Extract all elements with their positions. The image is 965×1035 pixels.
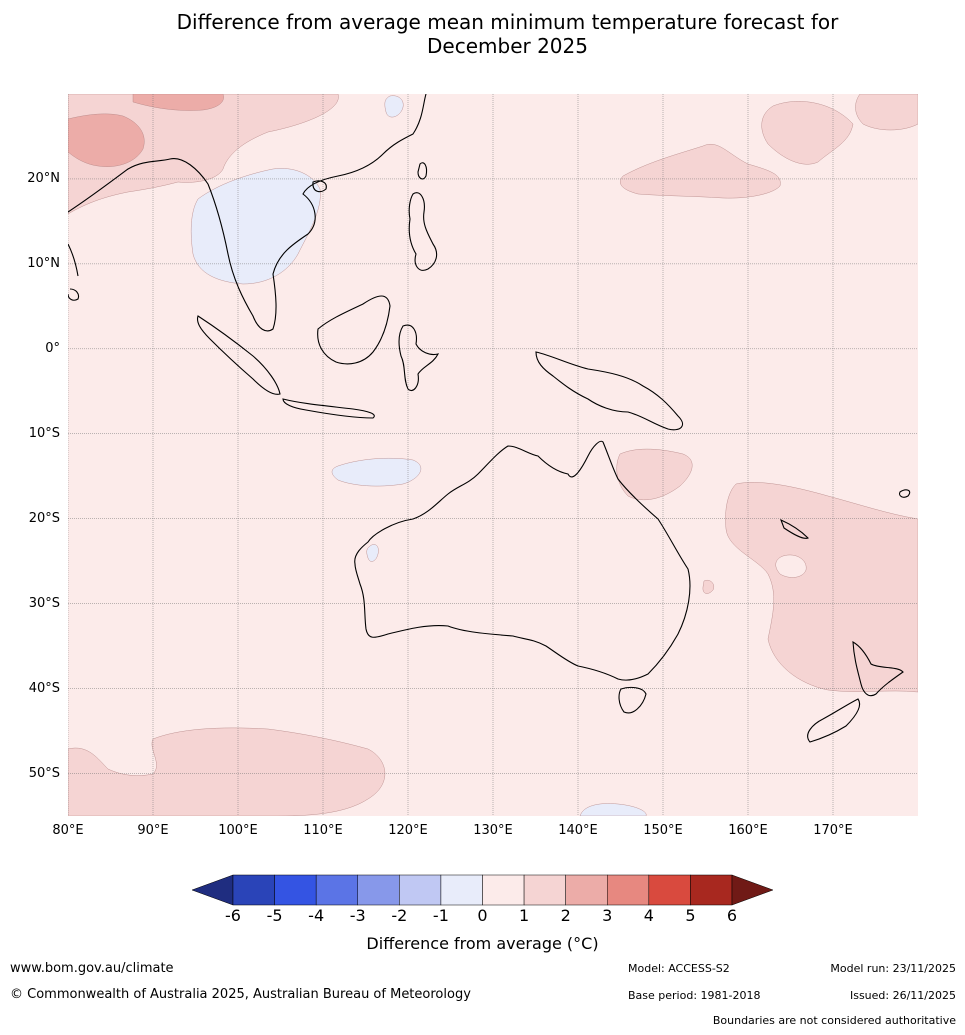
model-text: Model: ACCESS-S2 [628,962,730,975]
fiji-coastline [899,489,911,498]
new-caledonia-coastline [780,518,809,539]
anomaly-region-india-warm [68,113,145,167]
colorbar-cell [232,874,275,906]
colorbar-cell [607,874,650,906]
anomaly-region-south-china-sea-cool [384,95,404,118]
india-coastline [68,243,79,277]
anomaly-region-indian-ocean-cool-2 [366,544,379,562]
lon-label: 160°E [728,823,768,838]
base-period-text: Base period: 1981-2018 [628,989,761,1002]
new-zealand-south-coastline [807,698,861,743]
colorbar-tick: -6 [225,906,241,925]
colorbar-cell [399,874,442,906]
colorbar-cell [315,874,358,906]
colorbar-tick: -4 [308,906,325,925]
copyright-text: © Commonwealth of Australia 2025, Austra… [10,987,471,1002]
lon-label: 80°E [52,823,84,838]
anomaly-regions [68,94,918,816]
colorbar-cell [565,874,608,906]
title-line-2: December 2025 [427,34,588,58]
lon-label: 100°E [218,823,258,838]
colorbar-cell [523,874,566,906]
colorbar-tick: 1 [518,906,530,925]
sri-lanka-coastline [68,288,80,301]
sumatra-coastline [196,315,281,395]
colorbar-tick: 6 [726,906,738,925]
sulawesi-coastline [398,324,440,392]
borneo-coastline [317,295,391,365]
website-link[interactable]: www.bom.gov.au/climate [10,961,174,976]
issued-text: Issued: 26/11/2025 [849,989,956,1002]
coastlines [68,94,911,743]
lat-label: 40°S [28,680,60,696]
colorbar-tick: -3 [349,906,366,925]
colorbar-cell [357,874,400,906]
anomaly-region-south-pacific-hole [775,554,807,578]
model-run-text: Model run: 23/11/2025 [830,962,956,975]
colorbar-tick: 3 [602,906,613,925]
map-svg [68,94,918,816]
lon-label: 110°E [303,823,343,838]
asia-mainland-coastline [68,94,427,332]
lat-label: 10°S [28,425,60,441]
title-line-1: Difference from average mean minimum tem… [176,10,839,34]
colorbar-cell [482,874,525,906]
anomaly-region-coral-sea-warm [616,448,693,500]
anomaly-region-south-pacific-warm [725,482,918,693]
new-zealand-north-coastline [852,641,904,697]
lat-label: 50°S [28,765,60,781]
lat-label: 30°S [28,595,60,611]
lat-label: 20°S [28,510,60,526]
colorbar-tick: -5 [266,906,283,925]
lon-label: 90°E [137,823,169,838]
anomaly-region-north-pacific-warm-2 [761,101,854,165]
lat-label: 20°N [27,170,60,186]
anomaly-region-north-pacific-warm-3 [855,94,918,131]
colorbar-cell [690,874,733,906]
anomaly-region-china-warm [132,94,224,111]
lon-label: 150°E [643,823,683,838]
tasmania-coastline [618,686,647,714]
disclaimer-text: Boundaries are not considered authoritat… [712,1014,956,1027]
anomaly-region-indochina-cool [190,168,321,285]
lat-label: 0° [45,340,60,356]
colorbar [192,874,773,906]
anomaly-region-southern-ocean-cool [579,803,647,816]
lon-label: 140°E [558,823,598,838]
lon-label: 170°E [813,823,853,838]
colorbar-tick: 2 [560,906,571,925]
anomaly-region-tasman-warm [702,580,714,594]
forecast-map [68,94,918,816]
colorbar-cell [274,874,317,906]
hainan-coastline [312,180,327,193]
colorbar-cell [192,874,234,906]
new-guinea-coastline [535,351,683,431]
colorbar-label: Difference from average (°C) [366,934,599,953]
philippines-coastline [408,192,438,271]
lat-label: 10°N [27,255,60,271]
java-coastline [282,398,375,419]
colorbar-tick: 5 [685,906,696,925]
colorbar-tick: -2 [391,906,408,925]
colorbar-tick: 0 [477,906,488,925]
anomaly-region-indian-ocean-cool-1 [331,458,422,487]
graticule [68,94,918,816]
lon-label: 130°E [473,823,513,838]
anomaly-region-southern-ocean-warm-west [68,727,386,816]
taiwan-coastline [417,162,428,180]
lon-label: 120°E [388,823,428,838]
australia-coastline [354,440,691,681]
colorbar-cell [648,874,691,906]
chart-title: Difference from average mean minimum tem… [0,10,965,58]
colorbar-cell [731,874,773,906]
colorbar-cell [440,874,483,906]
colorbar-tick: 4 [643,906,654,925]
anomaly-region-north-pacific-warm-1 [620,144,781,199]
colorbar-tick: -1 [432,906,449,925]
